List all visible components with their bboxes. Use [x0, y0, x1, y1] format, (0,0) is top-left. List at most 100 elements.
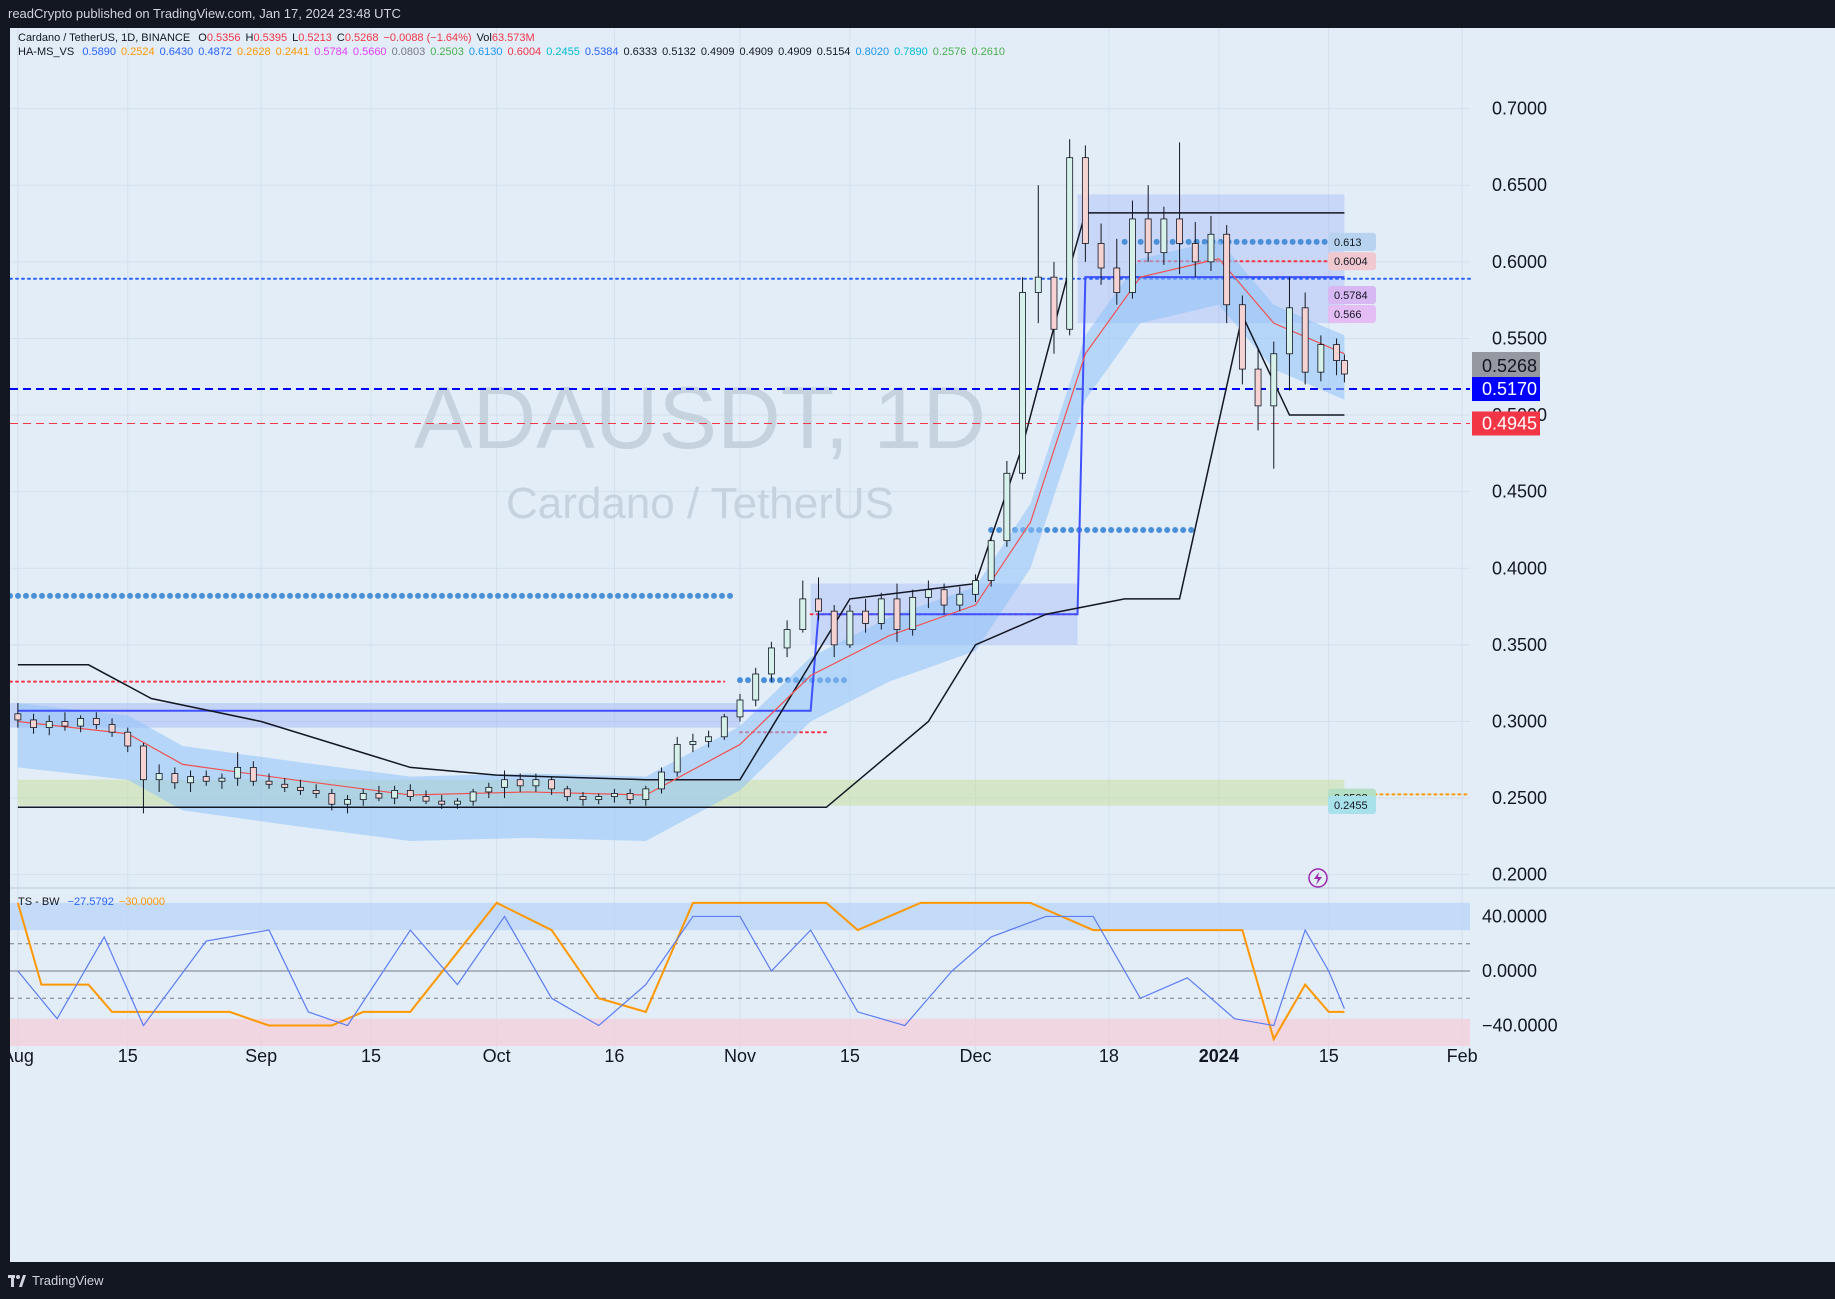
candle-body	[689, 740, 697, 745]
flash-icon	[1308, 868, 1328, 888]
tradingview-brand[interactable]: TradingView	[8, 1273, 104, 1288]
candle	[14, 703, 22, 728]
candle-body	[1333, 344, 1340, 361]
time-tick-label: 18	[1099, 1046, 1119, 1066]
level-tag-bg	[1328, 252, 1376, 271]
candle-body	[752, 673, 760, 701]
candle	[767, 641, 775, 682]
level-tag-text: 0.2455	[1334, 800, 1368, 812]
candle-body	[1176, 218, 1183, 244]
candle-body	[454, 800, 461, 805]
osc-tick-label: −40.0000	[1482, 1016, 1558, 1036]
oscillator-legend: TS - BW −27.5792 −30.0000	[18, 896, 175, 908]
candle-body	[438, 800, 446, 805]
candle-body	[391, 790, 399, 799]
candle	[234, 752, 242, 786]
footer-bar: TradingView	[0, 1262, 1835, 1299]
candle	[893, 583, 901, 642]
candle	[1301, 292, 1309, 385]
candle-body	[249, 767, 257, 782]
indicator-value: 0.2455	[546, 46, 580, 58]
indicator-value: 0.7890	[894, 46, 928, 58]
candle-body	[124, 731, 132, 747]
price-label-text: 0.5170	[1482, 379, 1537, 399]
candle-body	[1097, 243, 1105, 269]
time-tick-label: 15	[840, 1046, 860, 1066]
indicator-value: 0.6333	[623, 46, 658, 58]
indicator-value: 0.5660	[352, 46, 387, 58]
candle	[406, 784, 414, 802]
candle-body	[626, 793, 634, 801]
candle	[1113, 238, 1121, 305]
level-tag-bg	[1328, 304, 1376, 323]
support-line	[17, 313, 1345, 809]
indicator-value: 0.0803	[391, 46, 426, 58]
candle	[815, 577, 822, 621]
indicator-values: 0.5890 0.2524 0.6430 0.4872 0.2628 0.2441 0.57…	[82, 46, 1010, 58]
candle-body	[1207, 233, 1215, 263]
price-tick-label: 0.2000	[1492, 865, 1547, 885]
ohlc-value: O0.5356	[198, 32, 240, 44]
candle	[924, 580, 932, 609]
candle-body	[1223, 233, 1231, 306]
candle	[77, 715, 85, 733]
indicator-value: 0.2503	[430, 46, 464, 58]
ohlc-value: H0.5395	[245, 32, 287, 44]
candle	[1129, 200, 1136, 299]
publish-text: readCrypto published on TradingView.com,…	[8, 6, 401, 21]
candle-body	[956, 593, 964, 606]
chart-panel[interactable]: ADAUSDT, 1D Cardano / TetherUS 0.7000 0.650…	[10, 28, 1835, 1262]
candle-body	[516, 779, 524, 787]
candle-body	[705, 736, 713, 742]
candle	[297, 779, 304, 796]
brand-text: TradingView	[32, 1273, 104, 1288]
ohlc-value: C0.5268	[337, 32, 379, 44]
ohlc-label: C	[336, 32, 345, 44]
candle	[956, 586, 964, 612]
price-chart[interactable]: ADAUSDT, 1D Cardano / TetherUS 0.7000 0.650…	[10, 28, 1835, 1262]
candle	[1003, 461, 1011, 547]
candle-body	[736, 699, 744, 718]
trailing-line	[17, 212, 1345, 781]
time-tick-label: 15	[118, 1046, 138, 1066]
candle-body	[595, 796, 603, 801]
time-tick-label: 15	[361, 1046, 381, 1066]
candle	[485, 782, 493, 799]
candle-body	[92, 718, 100, 725]
ohlc-values: O0.5356 H0.5395 L0.5213 C0.5268 −0.0088 (−1.…	[198, 32, 539, 44]
candle-body	[30, 719, 37, 729]
osc-tick-label: 40.0000	[1482, 906, 1547, 926]
candle	[1019, 277, 1026, 480]
indicator-value: 0.2524	[120, 46, 155, 58]
watermark-name: Cardano / TetherUS	[506, 479, 894, 528]
indicator-value: 0.5784	[314, 46, 348, 58]
level-tag: 0.566	[1328, 304, 1376, 323]
candle	[626, 788, 634, 805]
price-label-text: 0.4945	[1482, 413, 1537, 433]
candle-body	[485, 786, 493, 793]
candle-body	[1129, 218, 1136, 293]
indicator-value: 0.2576	[932, 46, 967, 58]
candle-body	[893, 598, 901, 630]
candle	[972, 574, 979, 602]
candle	[846, 605, 854, 648]
candle-body	[187, 776, 194, 784]
price-tick-label: 0.4500	[1492, 482, 1547, 502]
osc-oversold-zone	[10, 1018, 1470, 1046]
candle	[532, 773, 540, 792]
candle-body	[1066, 157, 1074, 330]
candle	[1066, 139, 1074, 336]
candle	[1081, 145, 1089, 262]
time-tick-label: Dec	[959, 1046, 991, 1066]
candle	[1254, 347, 1262, 431]
indicator-value: 0.5890	[82, 46, 116, 58]
candle-body	[469, 791, 477, 802]
indicator-value: 0.6430	[159, 46, 194, 58]
candle-body	[815, 598, 822, 612]
candle	[705, 730, 713, 748]
candle	[312, 784, 320, 799]
candle-body	[548, 779, 556, 790]
candle-body	[1019, 292, 1026, 474]
candle	[108, 718, 116, 737]
candle	[438, 795, 446, 809]
